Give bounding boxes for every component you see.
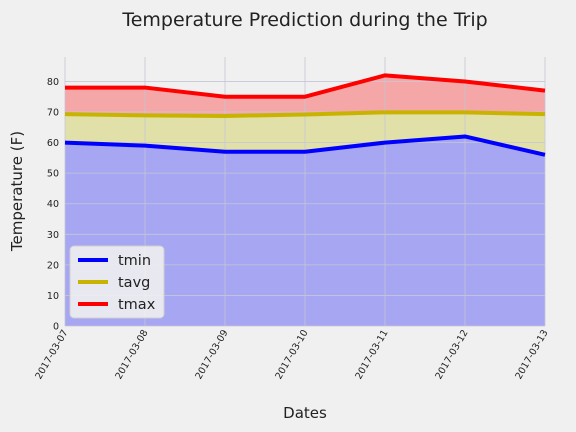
y-tick-label: 80 [47,77,59,88]
x-tick-label: 2017-03-12 [433,328,470,381]
x-tick-label: 2017-03-10 [273,328,310,381]
x-tick-label: 2017-03-08 [113,328,150,381]
x-tick-label: 2017-03-09 [193,328,230,381]
chart-title: Temperature Prediction during the Trip [121,9,487,31]
x-axis-label: Dates [283,404,327,422]
x-tick-label: 2017-03-11 [353,328,390,381]
legend: tmin tavg tmax [69,245,165,319]
legend-box [69,245,165,319]
y-tick-label: 50 [47,169,59,180]
legend-label-tmax: tmax [118,297,156,313]
y-tick-label: 70 [47,108,59,119]
y-tick-label: 0 [53,322,59,333]
line-tavg [64,110,546,118]
line-tmax [65,73,546,99]
y-tick-label: 60 [47,138,59,149]
x-tick-label: 2017-03-13 [513,328,550,381]
y-tick-label: 30 [47,230,59,241]
y-axis-label: Temperature (F) [8,131,26,252]
legend-label-tavg: tavg [118,275,150,291]
plot-area: 0 10 20 30 40 50 60 70 80 2017-03-07 2017-03-08 201… [33,57,551,381]
line-tmin [64,134,546,157]
y-tick-label: 10 [47,291,59,302]
y-tick-label: 40 [47,199,59,210]
y-tick-label: 20 [47,260,59,271]
x-tick-label: 2017-03-07 [33,328,70,381]
legend-label-tmin: tmin [118,253,151,269]
